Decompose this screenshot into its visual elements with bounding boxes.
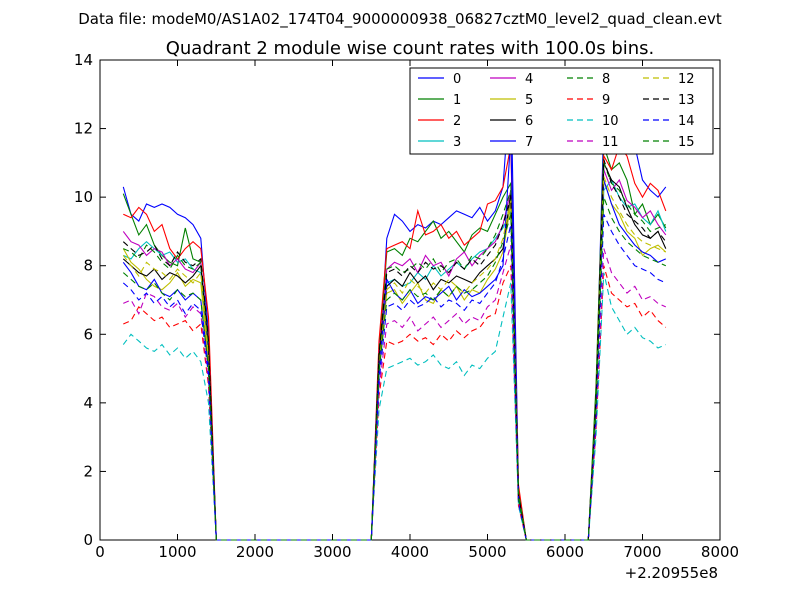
x-axis: 0 1000 2000 3000 4000 5000 6000 7000 8000	[95, 60, 739, 561]
x-axis-offset-label: +2.20955e8	[625, 564, 718, 582]
x-tick-label: 6000	[546, 543, 584, 561]
x-tick-label: 2000	[236, 543, 274, 561]
legend-label-5: 5	[525, 93, 533, 108]
y-tick-label: 8	[83, 257, 93, 275]
x-tick-label: 7000	[623, 543, 661, 561]
legend-label-7: 7	[525, 135, 533, 150]
legend-label-1: 1	[453, 93, 461, 108]
y-tick-label: 4	[83, 394, 93, 412]
legend-label-6: 6	[525, 114, 533, 129]
y-tick-label: 2	[83, 462, 93, 480]
y-tick-label: 0	[83, 531, 93, 549]
figure-suptitle: Data file: modeM0/AS1A02_174T04_90000009…	[78, 10, 722, 29]
legend-label-15: 15	[678, 135, 695, 150]
legend-label-0: 0	[453, 72, 461, 87]
series-line-4	[122, 169, 667, 541]
y-tick-label: 14	[74, 51, 93, 69]
series-line-14	[122, 214, 667, 541]
plot-area: 0 1000 2000 3000 4000 5000 6000 7000 8000 0 2 4 6 8 1…	[74, 51, 739, 561]
legend-label-9: 9	[602, 93, 610, 108]
series-line-15	[122, 196, 667, 541]
x-tick-label: 5000	[468, 543, 506, 561]
legend-label-13: 13	[678, 93, 695, 108]
legend-label-8: 8	[602, 72, 610, 87]
series-group	[122, 77, 667, 541]
y-tick-label: 10	[74, 188, 93, 206]
legend-frame	[409, 67, 714, 155]
x-tick-label: 4000	[391, 543, 429, 561]
legend-label-2: 2	[453, 114, 461, 129]
legend-label-4: 4	[525, 72, 533, 87]
legend-label-10: 10	[602, 114, 619, 129]
legend-label-14: 14	[678, 114, 695, 129]
series-line-5	[122, 179, 667, 541]
y-tick-label: 6	[83, 325, 93, 343]
series-line-3	[123, 178, 667, 541]
x-tick-label: 1000	[158, 543, 196, 561]
y-tick-label: 12	[74, 120, 93, 138]
legend-label-12: 12	[678, 72, 695, 87]
x-tick-label: 0	[95, 543, 105, 561]
x-tick-label: 8000	[701, 543, 739, 561]
x-tick-label: 3000	[313, 543, 351, 561]
legend-label-11: 11	[602, 135, 619, 150]
legend-label-3: 3	[453, 135, 461, 150]
chart-title: Quadrant 2 module wise count rates with …	[166, 38, 655, 59]
